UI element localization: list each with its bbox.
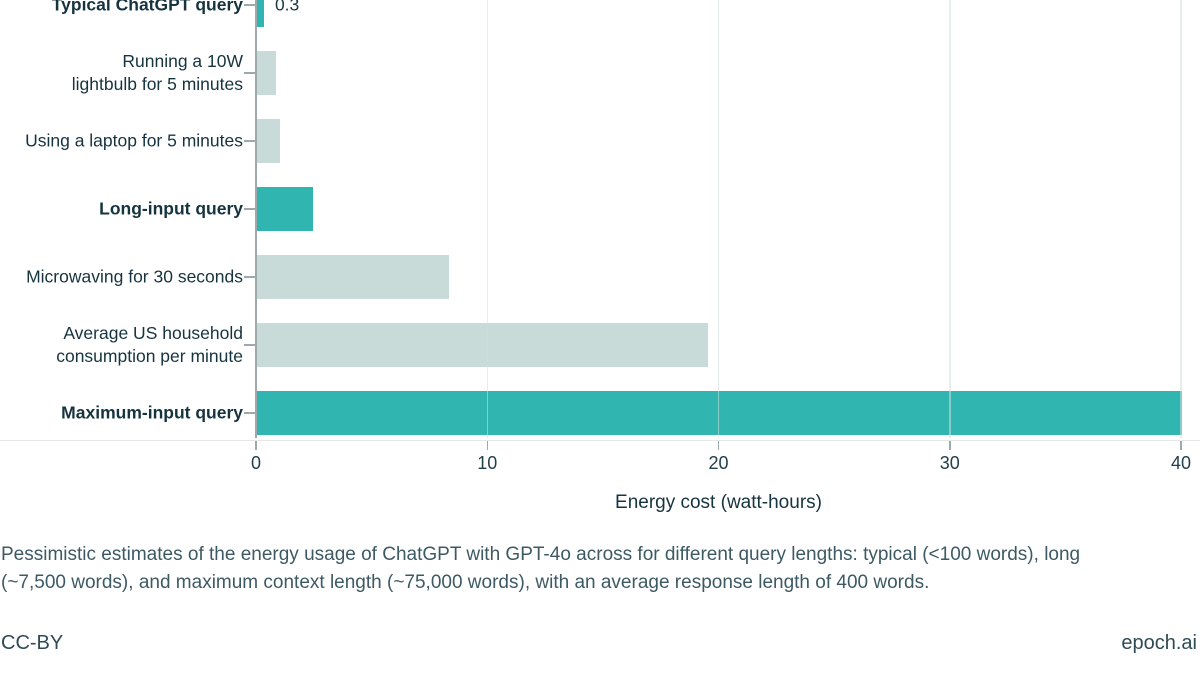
caption-line-2: (~7,500 words), and maximum context leng… <box>1 572 930 593</box>
axis-baseline <box>0 440 1200 441</box>
bar-chart: Typical ChatGPT query 0.3 Running a 10W li… <box>0 0 1200 513</box>
bar-muted <box>257 255 449 299</box>
category-tick <box>244 208 256 210</box>
category-tick <box>244 344 256 346</box>
x-axis-tick <box>1180 441 1182 450</box>
x-axis-tick <box>949 441 951 450</box>
bar-muted <box>257 119 281 163</box>
category-label: Maximum-input query <box>61 402 243 423</box>
gridline-30 <box>949 0 951 438</box>
bar-value-label: 0.3 <box>274 0 300 15</box>
bar-highlight <box>257 187 313 231</box>
gridline-10 <box>486 0 488 438</box>
x-axis-tick-label: 0 <box>250 453 262 473</box>
category-label: Average US household consumption per min… <box>56 323 243 366</box>
category-label: Running a 10W lightbulb for 5 minutes <box>71 51 243 94</box>
gridline-40 <box>1180 0 1182 438</box>
bar-highlight <box>257 391 1182 435</box>
category-label: Microwaving for 30 seconds <box>26 266 243 287</box>
category-tick <box>244 140 256 142</box>
category-tick <box>244 276 256 278</box>
chart-caption: Pessimistic estimates of the energy usag… <box>1 541 1191 597</box>
category-tick <box>244 72 256 74</box>
caption-line-1: Pessimistic estimates of the energy usag… <box>1 544 1081 565</box>
x-axis-tick <box>255 441 257 450</box>
x-axis-title: Energy cost (watt-hours) <box>615 492 822 513</box>
x-axis-tick-label: 40 <box>1170 453 1192 473</box>
brand-link[interactable]: epoch.ai <box>1121 632 1197 654</box>
category-label: Using a laptop for 5 minutes <box>25 130 243 151</box>
category-label: Long-input query <box>99 198 243 219</box>
footer: CC-BY epoch.ai <box>1 632 1197 655</box>
category-tick <box>244 4 256 6</box>
bar-muted <box>257 323 708 367</box>
x-axis-tick-label: 20 <box>708 453 729 473</box>
y-axis-line <box>255 0 257 438</box>
bar-muted <box>257 51 276 95</box>
category-tick <box>244 412 256 414</box>
x-axis-tick-label: 10 <box>477 453 498 473</box>
x-axis-tick <box>486 441 488 450</box>
bar-highlight <box>257 0 264 27</box>
gridline-20 <box>717 0 720 438</box>
license-label: CC-BY <box>1 632 64 654</box>
x-axis-tick-label: 30 <box>939 453 960 473</box>
x-axis-tick <box>717 441 720 450</box>
category-label: Typical ChatGPT query <box>51 0 243 15</box>
